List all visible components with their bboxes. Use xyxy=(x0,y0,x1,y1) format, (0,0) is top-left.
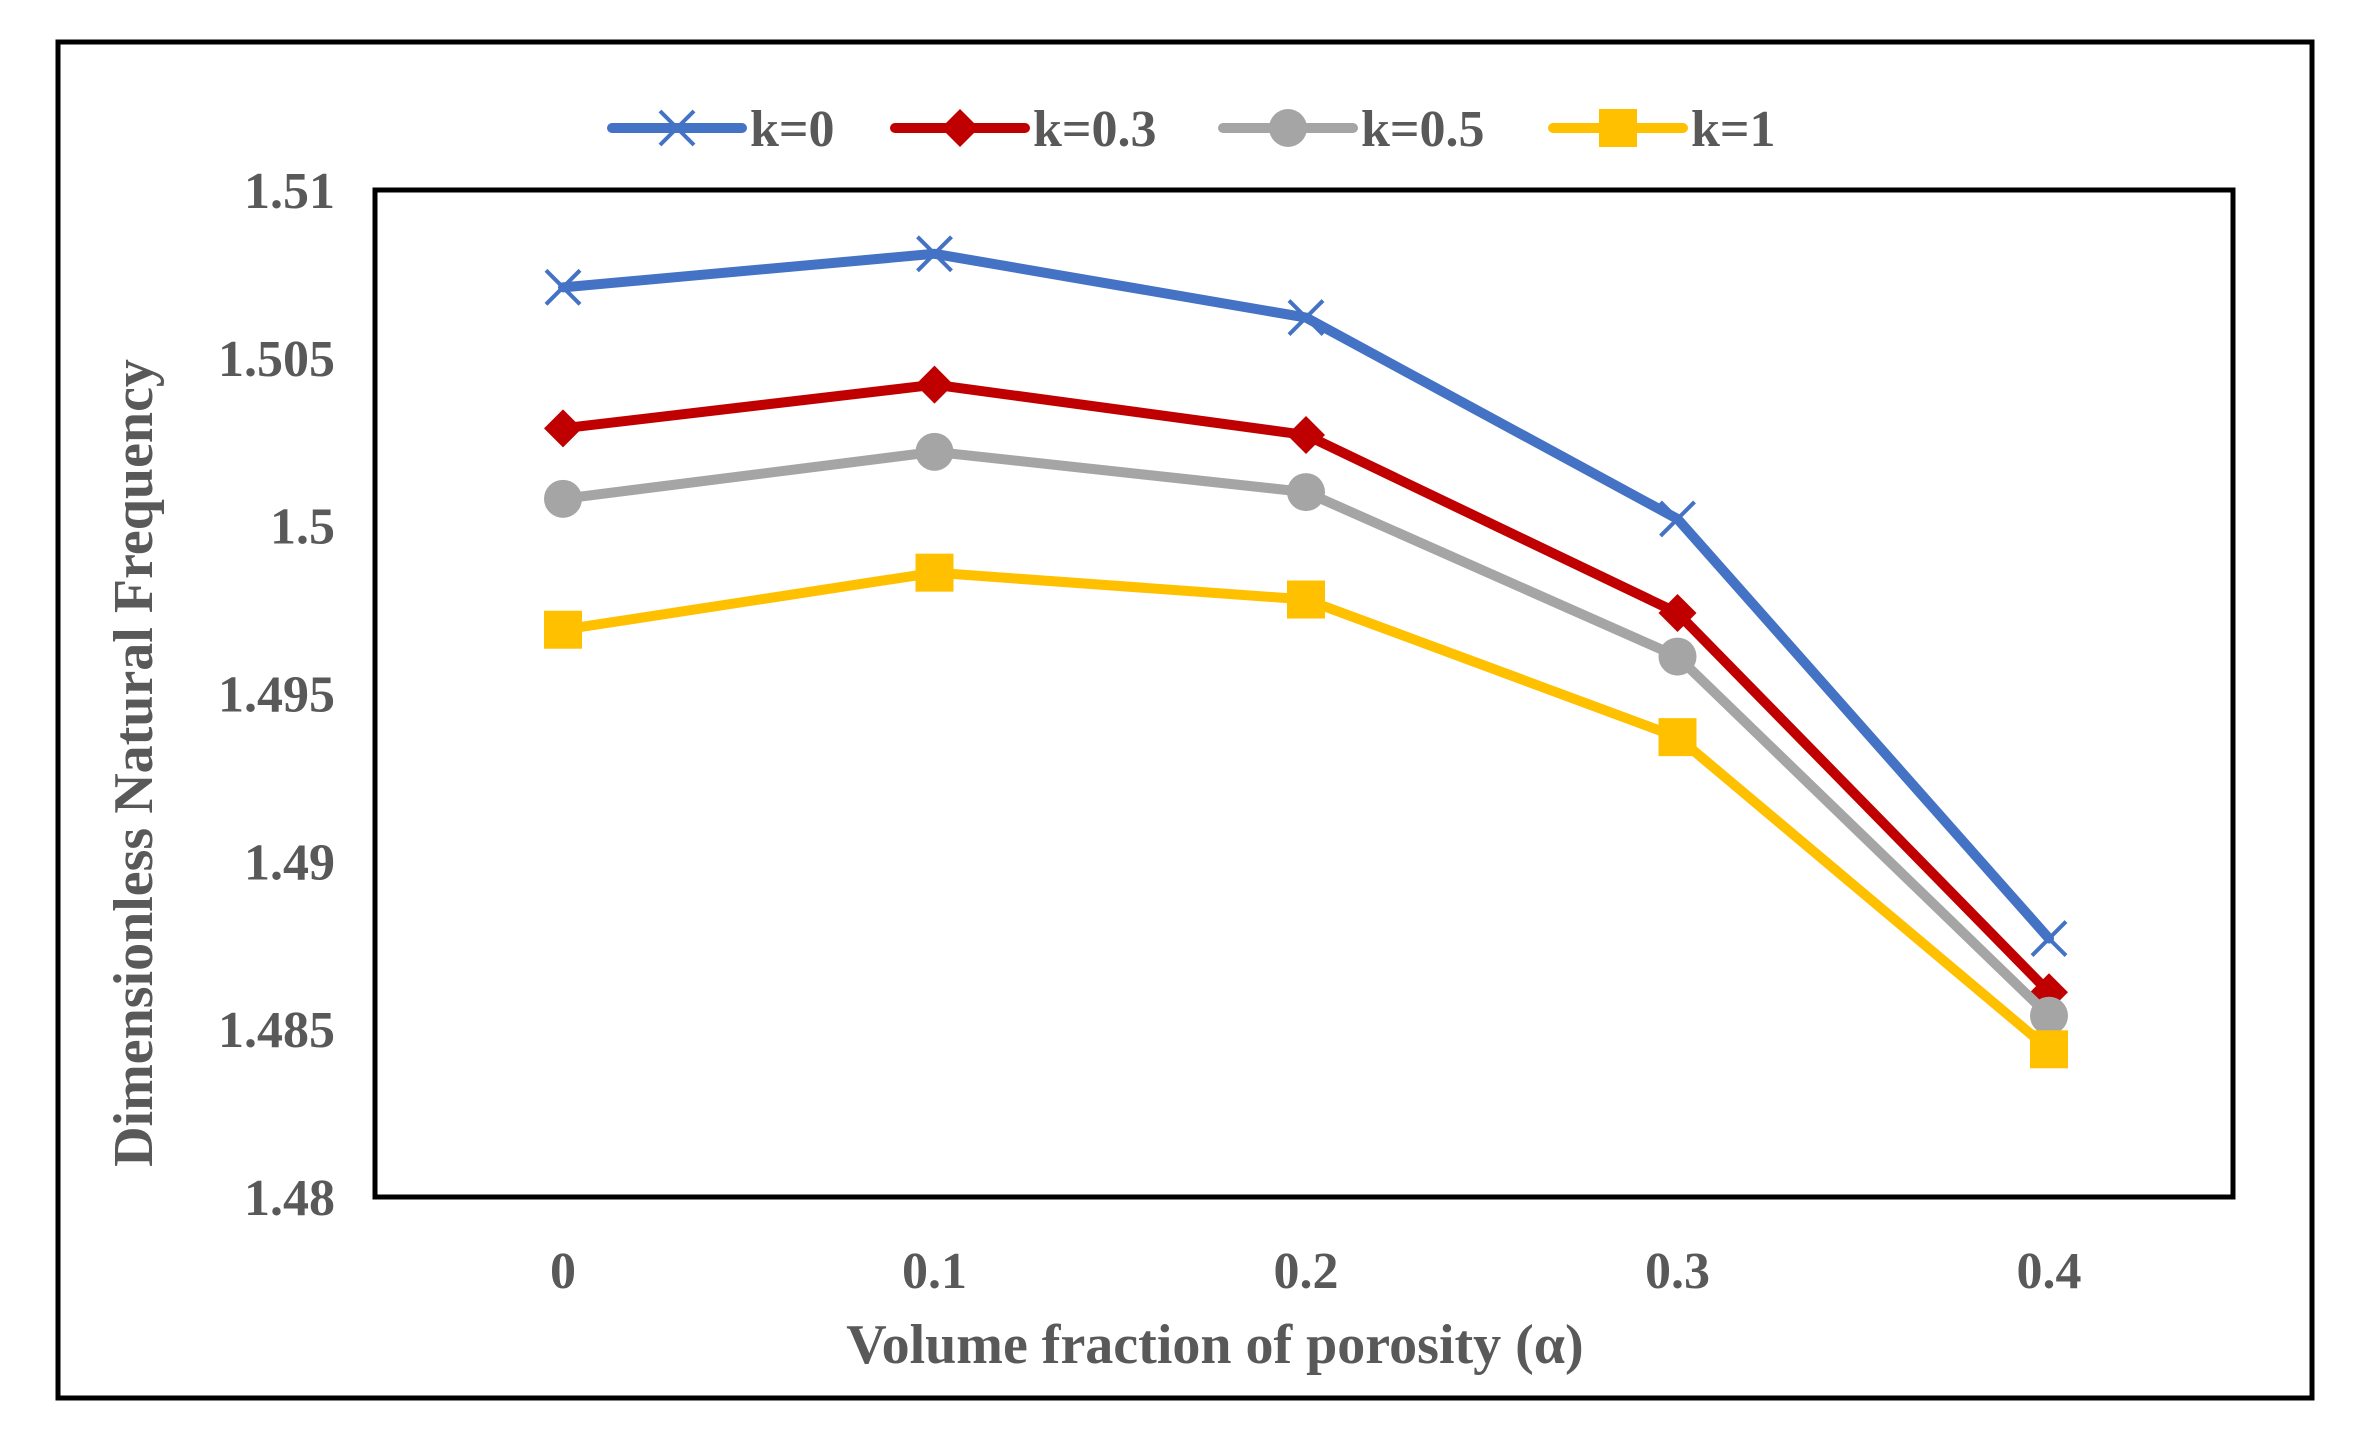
legend: k=0 k=0.3 k=0.5 k=1 xyxy=(607,101,1776,158)
y-axis-title: Dimensionless Natural Frequency xyxy=(103,359,165,1167)
data-point xyxy=(544,479,582,518)
legend-label: k=0 xyxy=(750,101,835,158)
x-tick-label: 0 xyxy=(550,1243,576,1300)
legend-marker xyxy=(1269,109,1307,147)
data-point xyxy=(915,553,954,592)
legend-label: k=1 xyxy=(1691,101,1776,158)
data-point xyxy=(915,432,954,471)
series-k=0 xyxy=(544,235,2068,957)
legend-marker xyxy=(1599,109,1637,147)
y-tick-label: 1.5 xyxy=(270,499,335,556)
series-k=1 xyxy=(544,553,2068,1069)
x-axis-ticks: 0 0.1 0.2 0.3 0.4 xyxy=(550,1243,2082,1300)
y-tick-label: 1.505 xyxy=(218,331,335,388)
plot-area xyxy=(372,187,2236,1200)
x-tick-label: 0.3 xyxy=(1645,1243,1710,1300)
series-layer xyxy=(544,235,2068,1069)
data-point xyxy=(915,365,954,404)
legend-entry: k=0.3 xyxy=(890,101,1157,158)
data-point xyxy=(916,235,953,273)
y-tick-label: 1.51 xyxy=(244,163,335,220)
series-k=0.5 xyxy=(544,432,2068,1035)
data-point xyxy=(2030,920,2068,957)
legend-marker xyxy=(941,109,979,147)
x-tick-label: 0.4 xyxy=(2017,1243,2082,1300)
data-point xyxy=(544,610,582,649)
y-axis-ticks: 1.48 1.485 1.49 1.495 1.5 1.505 1.51 xyxy=(218,163,335,1227)
data-point xyxy=(1658,637,1697,676)
data-point xyxy=(2030,1030,2068,1069)
data-point xyxy=(1658,718,1697,757)
data-point xyxy=(544,268,582,306)
y-tick-label: 1.485 xyxy=(218,1002,335,1059)
data-point xyxy=(1287,416,1325,455)
data-point xyxy=(1287,580,1325,619)
legend-entry: k=1 xyxy=(1548,101,1776,158)
data-point xyxy=(1287,299,1325,336)
y-tick-label: 1.495 xyxy=(218,667,335,724)
data-point xyxy=(2030,996,2068,1035)
legend-label: k=0.3 xyxy=(1033,101,1157,158)
y-tick-label: 1.49 xyxy=(244,834,335,891)
x-axis-title: Volume fraction of porosity (α) xyxy=(846,1314,1583,1376)
x-tick-label: 0.2 xyxy=(1274,1243,1339,1300)
data-point xyxy=(544,409,582,448)
legend-entry: k=0.5 xyxy=(1218,101,1485,158)
data-point xyxy=(1287,473,1325,512)
y-tick-label: 1.48 xyxy=(244,1170,335,1227)
legend-label: k=0.5 xyxy=(1361,101,1485,158)
data-point xyxy=(1658,593,1697,632)
legend-marker xyxy=(658,109,696,147)
legend-entry: k=0 xyxy=(607,101,835,158)
x-tick-label: 0.1 xyxy=(902,1243,967,1300)
data-point xyxy=(1659,500,1696,538)
